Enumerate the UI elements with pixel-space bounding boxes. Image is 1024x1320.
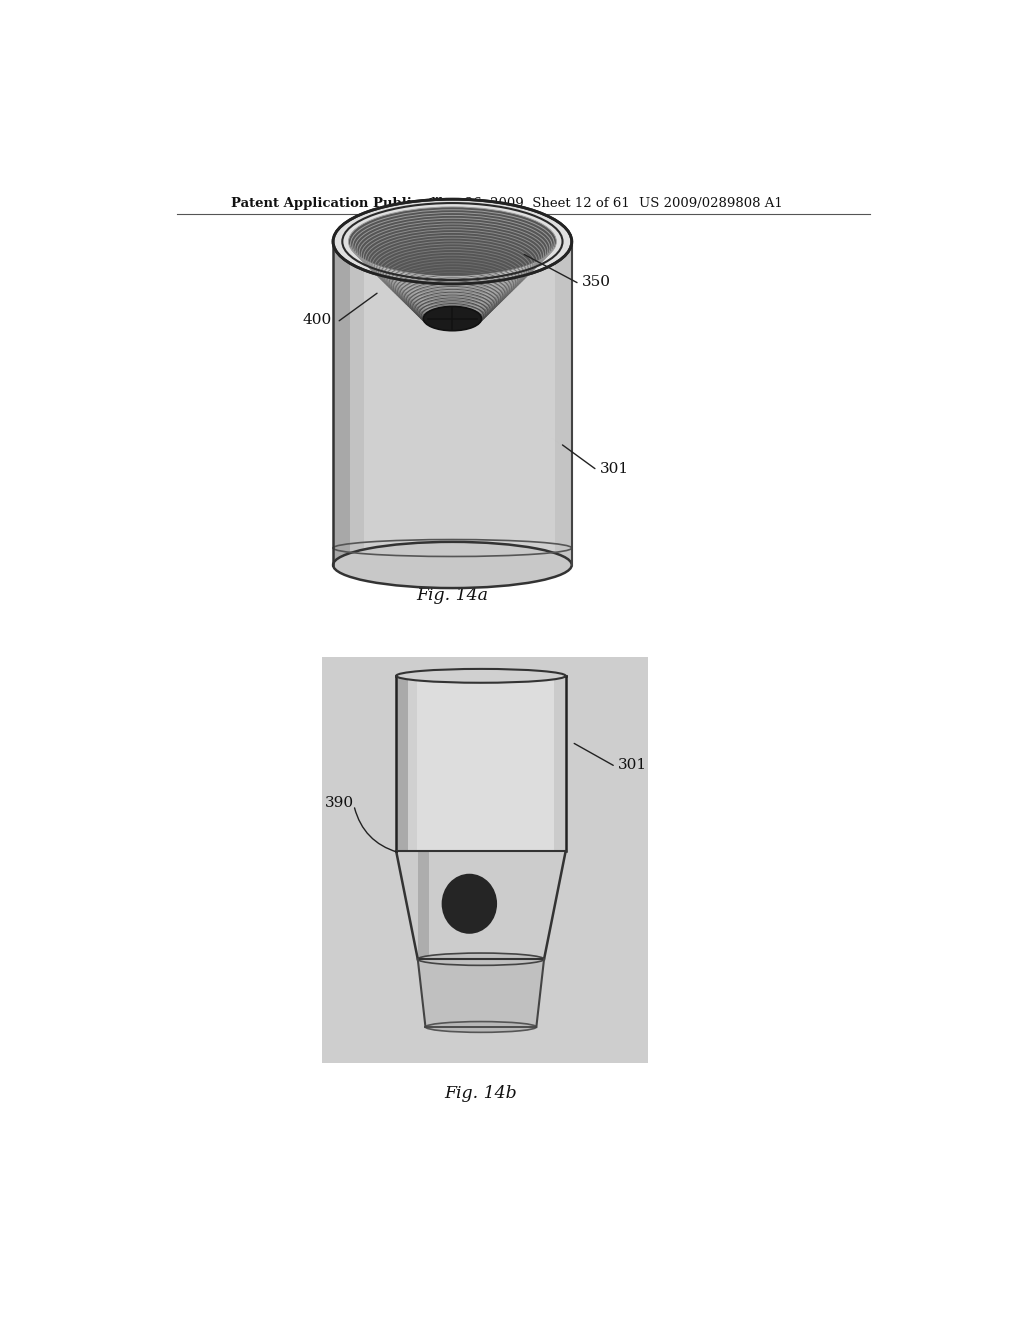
Text: Nov. 26, 2009  Sheet 12 of 61: Nov. 26, 2009 Sheet 12 of 61 bbox=[431, 197, 630, 210]
Text: 301: 301 bbox=[617, 758, 647, 772]
Polygon shape bbox=[418, 960, 544, 1027]
Bar bbox=[333, 242, 350, 565]
Ellipse shape bbox=[333, 541, 571, 589]
Bar bbox=[408, 676, 417, 851]
Ellipse shape bbox=[425, 1022, 537, 1032]
Text: Fig. 14b: Fig. 14b bbox=[444, 1085, 517, 1102]
Ellipse shape bbox=[441, 874, 497, 933]
Text: Patent Application Publication: Patent Application Publication bbox=[230, 197, 458, 210]
Text: US 2009/0289808 A1: US 2009/0289808 A1 bbox=[639, 197, 782, 210]
Bar bbox=[396, 676, 565, 851]
Ellipse shape bbox=[423, 306, 481, 331]
Bar bbox=[554, 676, 565, 851]
Polygon shape bbox=[396, 851, 565, 960]
Text: 301: 301 bbox=[599, 462, 629, 475]
Text: 400: 400 bbox=[302, 313, 332, 327]
Ellipse shape bbox=[396, 669, 565, 682]
Bar bbox=[322, 657, 648, 1063]
Ellipse shape bbox=[333, 199, 571, 284]
Text: 390: 390 bbox=[326, 796, 354, 810]
FancyBboxPatch shape bbox=[333, 242, 571, 565]
Ellipse shape bbox=[418, 953, 544, 965]
Text: Fig. 14a: Fig. 14a bbox=[417, 587, 488, 605]
Bar bbox=[418, 851, 429, 960]
Text: 350: 350 bbox=[582, 275, 610, 289]
Ellipse shape bbox=[348, 207, 556, 276]
Bar bbox=[350, 242, 364, 565]
Bar bbox=[396, 676, 408, 851]
Bar bbox=[555, 242, 571, 565]
